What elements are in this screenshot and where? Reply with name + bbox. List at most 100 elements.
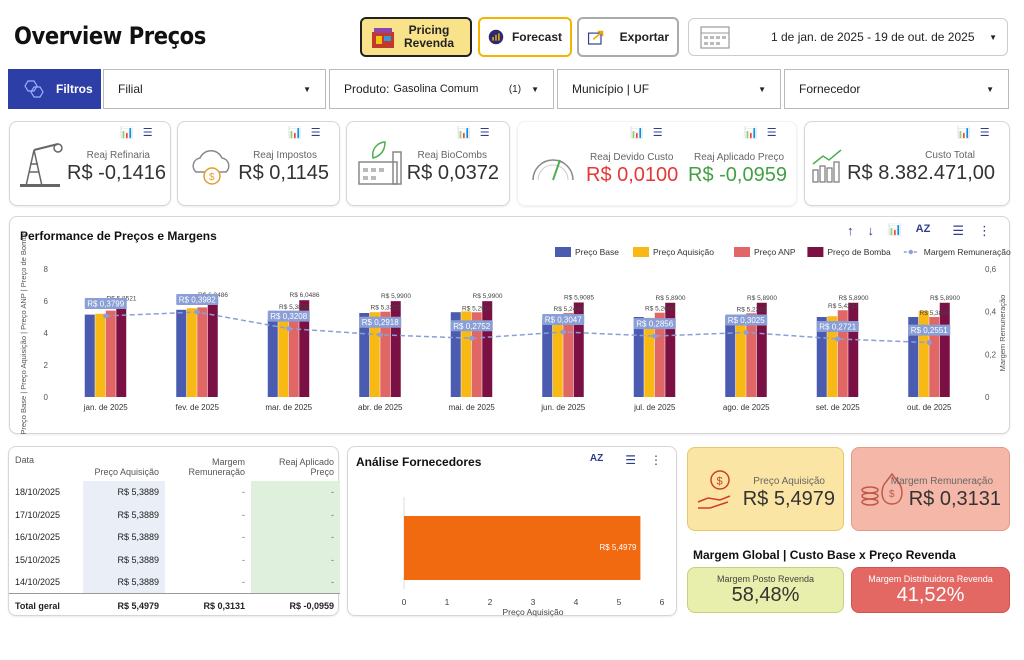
column-header[interactable]: Preço Aquisição [94, 467, 159, 477]
insights-icon[interactable]: 📊 [120, 127, 134, 139]
chevron-down-icon: ▼ [531, 84, 539, 94]
bar-preço-aquisição [644, 317, 655, 397]
y-axis-label: Preço Base | Preço Aquisição | Preço ANP… [19, 231, 28, 435]
data-table-card: Data Preço Aquisição Margem Remuneração … [8, 446, 340, 616]
bar-preço-de-bomba [116, 303, 127, 397]
margem-point [103, 313, 109, 319]
data-label-anp: R$ 5,2680 [645, 306, 675, 313]
table-cell: 18/10/2025 [15, 487, 61, 498]
data-label-anp: R$ 5,3889 [920, 310, 950, 317]
insights-icon[interactable]: 📊 [457, 127, 471, 139]
date-range-picker[interactable]: 1 de jan. de 2025 - 19 de out. de 2025 ▼ [688, 18, 1008, 56]
data-label-anp: R$ 5,4231 [828, 303, 858, 310]
margem-data-label: R$ 0,2918 [362, 318, 399, 327]
table-cell: R$ 5,3889 [83, 571, 165, 594]
data-label-bomba: R$ 5,8900 [747, 295, 777, 302]
card-actions: 📊 ☰ [120, 126, 153, 139]
insights-icon[interactable]: 📊 [957, 127, 971, 139]
kpi-card-impostos: 📊 ☰ $ Reaj Impostos R$ 0,1145 [177, 121, 340, 206]
column-header[interactable]: Reaj Aplicado Preço [278, 457, 334, 477]
column-header[interactable]: Margem Remuneração [188, 457, 245, 477]
filter-icon[interactable]: ☰ [142, 127, 153, 139]
legend-swatch [734, 247, 750, 257]
sort-az-icon[interactable]: AZ [589, 453, 604, 464]
data-label-bomba: R$ 5,9900 [381, 293, 411, 300]
summary-value: R$ 0,3131 [908, 488, 1001, 510]
margem-point [835, 336, 841, 342]
margem-point [652, 333, 658, 339]
chevron-down-icon: ▼ [758, 84, 766, 94]
kpi-value: R$ 8.382.471,00 [847, 162, 995, 184]
produto-dropdown[interactable]: Produto: Gasolina Comum (1) ▼ [329, 69, 554, 109]
data-label-anp: R$ 5,3805 [279, 304, 309, 311]
bar-preço-base [84, 314, 95, 397]
bar-preço-anp [197, 307, 208, 397]
bar-preço-anp [563, 313, 574, 397]
x-tick-label: 1 [445, 597, 450, 607]
card-actions: 📊 ☰ [288, 126, 321, 139]
filter-icon[interactable]: ☰ [952, 223, 964, 238]
filial-dropdown[interactable]: Filial ▼ [103, 69, 326, 109]
table-row[interactable]: 18/10/2025 R$ 5,3889 - - [9, 481, 340, 504]
filter-icon[interactable]: ☰ [652, 127, 663, 139]
margem-point [377, 332, 383, 338]
summary-card-posto: Margem Posto Revenda 58,48% [687, 567, 844, 613]
kpi-value: R$ -0,0959 [688, 164, 787, 186]
bar-preço-base [542, 319, 553, 397]
filter-icon[interactable]: ☰ [766, 127, 777, 139]
municipio-dropdown[interactable]: Município | UF ▼ [557, 69, 781, 109]
insights-icon[interactable]: 📊 [288, 127, 302, 139]
more-options-icon[interactable]: ⋮ [650, 453, 662, 467]
bar-preço-de-bomba [756, 302, 767, 397]
filter-icon[interactable]: ☰ [479, 127, 490, 139]
bar-preço-anp [105, 310, 116, 397]
table-cell: - [242, 487, 245, 498]
chevron-down-icon: ▼ [303, 84, 311, 94]
table-total-cell: R$ 0,3131 [203, 600, 245, 611]
gauge-icon [532, 159, 574, 181]
forecast-button[interactable]: Forecast [478, 17, 572, 57]
table-row[interactable]: 17/10/2025 R$ 5,3889 - - [9, 503, 340, 527]
margem-label-bg [84, 297, 127, 309]
bar-preço-base [176, 309, 187, 397]
x-tick-label: jun. de 2025 [540, 403, 586, 412]
oil-pump-icon [20, 143, 63, 187]
table-row[interactable]: 15/10/2025 R$ 5,3889 - - [9, 548, 340, 572]
summary-card-margem: $ Margem Remuneração R$ 0,3131 [851, 447, 1010, 531]
pricing-revenda-button[interactable]: Pricing Revenda [360, 17, 472, 57]
y-tick-label: 2 [44, 361, 49, 370]
table-row[interactable]: 14/10/2025 R$ 5,3889 - - [9, 571, 340, 594]
filter-icon[interactable]: ☰ [625, 453, 636, 467]
table-row[interactable]: 16/10/2025 R$ 5,3889 - - [9, 526, 340, 549]
bar-preço-anp [288, 310, 299, 397]
column-header[interactable]: Data [15, 455, 35, 465]
insights-icon[interactable]: 📊 [744, 127, 758, 139]
margem-data-label: R$ 0,2752 [453, 322, 490, 331]
margem-point [194, 309, 200, 315]
forecast-chart-icon [488, 29, 504, 45]
filter-icon[interactable]: ☰ [310, 127, 321, 139]
bar-preço-anp [654, 312, 665, 397]
insights-icon[interactable]: 📊 [887, 224, 902, 236]
page-title: Overview Preços [14, 22, 206, 50]
pricing-revenda-label: Pricing Revenda [404, 23, 455, 50]
legend-label: Preço Aquisição [653, 247, 714, 257]
fornecedor-label: Fornecedor [799, 82, 861, 96]
insights-icon[interactable]: 📊 [630, 127, 644, 139]
filtros-button[interactable]: Filtros [8, 69, 101, 109]
fornecedor-dropdown[interactable]: Fornecedor ▼ [784, 69, 1009, 109]
kpi-value: R$ 0,0372 [406, 162, 499, 184]
export-button[interactable]: Exportar [577, 17, 679, 57]
table-cell: 15/10/2025 [15, 555, 61, 566]
arrow-up-icon[interactable]: ↑ [846, 223, 854, 238]
bar-preço-anp [471, 312, 482, 397]
bar-preço-aquisição [95, 313, 106, 397]
filter-icon[interactable]: ☰ [979, 127, 990, 139]
arrow-down-icon[interactable]: ↓ [867, 223, 874, 238]
kpi-label: Reaj Devido Custo [590, 152, 674, 163]
table-cell: R$ 5,3889 [83, 481, 165, 504]
table-cell: - [251, 571, 340, 594]
more-options-icon[interactable]: ⋮ [978, 223, 991, 238]
x-tick-label: set. de 2025 [816, 403, 861, 412]
sort-az-icon[interactable]: AZ [915, 223, 931, 235]
